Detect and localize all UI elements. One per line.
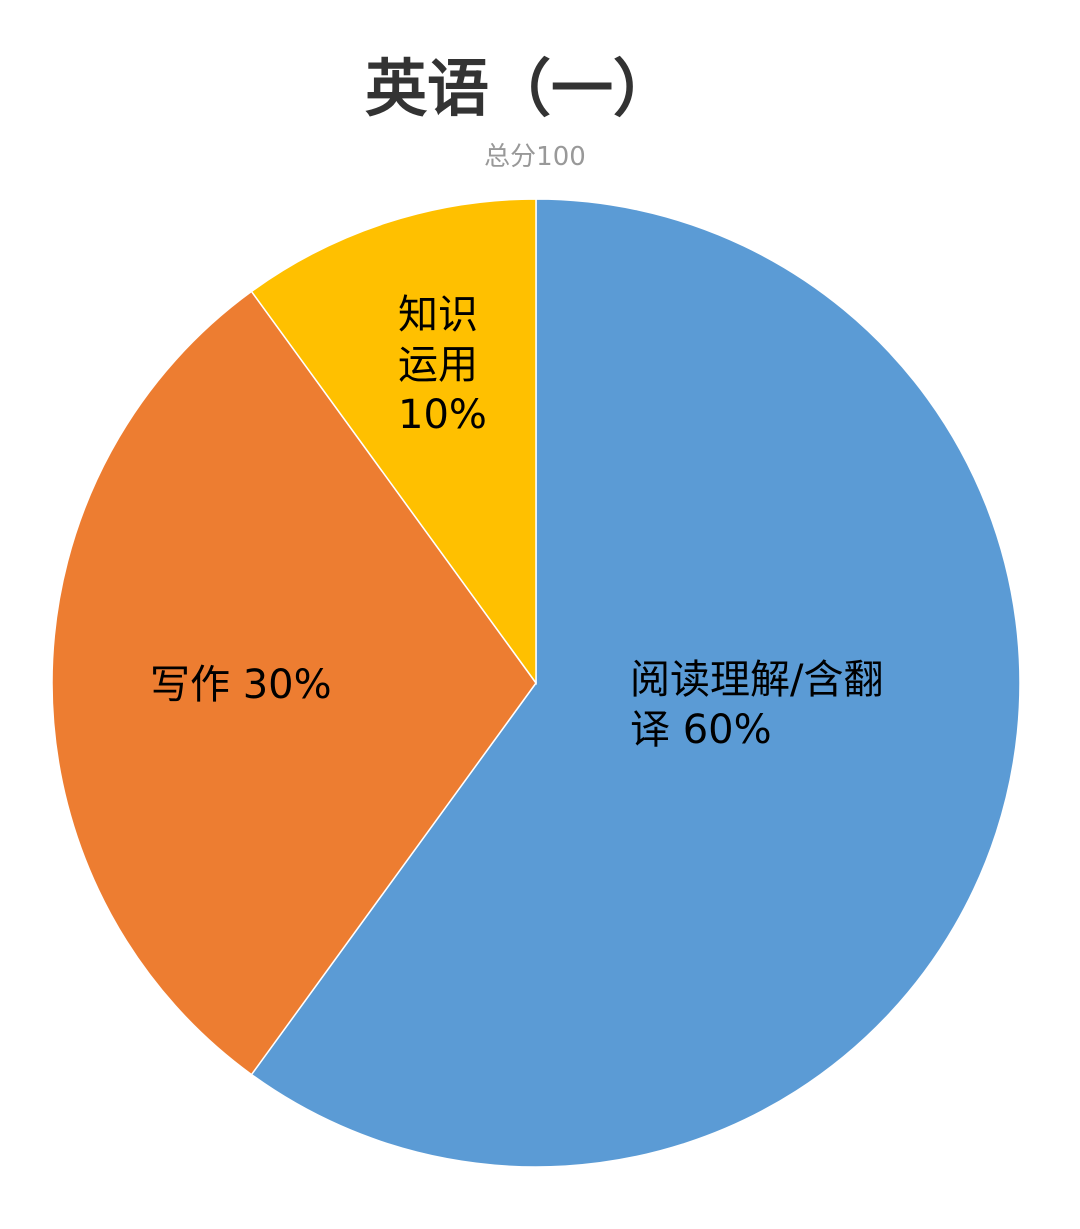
category-label: 知识运用 bbox=[398, 292, 478, 388]
pie-slice bbox=[250, 198, 537, 686]
slice-label: 知识运用 10% bbox=[398, 290, 498, 440]
value-label: 30% bbox=[242, 662, 332, 708]
pie-slice bbox=[51, 290, 537, 1076]
value-label: 60% bbox=[682, 707, 772, 753]
pie-slice bbox=[250, 198, 1021, 1168]
category-label: 写作 bbox=[150, 662, 230, 708]
slice-label: 阅读理解/含翻译 60% bbox=[630, 655, 890, 755]
chart-title: 英语（一） bbox=[365, 52, 675, 125]
value-label: 10% bbox=[398, 392, 487, 438]
chart-subtitle: 总分100 bbox=[484, 142, 586, 172]
slice-label: 写作 30% bbox=[150, 660, 410, 710]
category-label: 阅读理解/含翻译 bbox=[630, 657, 884, 753]
